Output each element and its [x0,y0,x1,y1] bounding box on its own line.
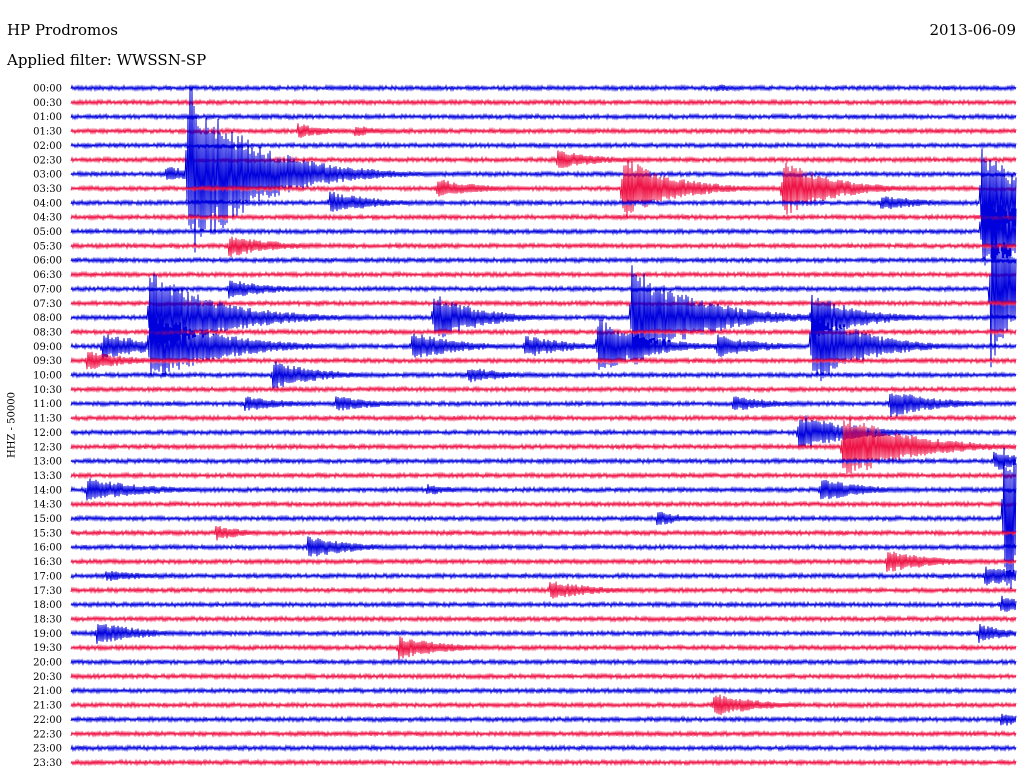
row-time-label: 07:30 [33,299,62,310]
trace-row [70,500,1017,509]
row-time-label: 04:00 [33,198,62,209]
row-time-label: 18:30 [33,614,62,625]
row-time-label: 08:00 [33,313,62,324]
trace-row [70,83,1017,93]
row-time-label: 05:00 [33,227,62,238]
row-time-label: 12:00 [33,428,62,439]
trace-row [70,418,1017,474]
trace-row [70,614,1017,624]
trace-row [70,223,1017,368]
trace-row [70,478,1017,501]
trace-row [70,525,1017,541]
trace-row [70,148,1017,259]
trace-row [70,302,1017,382]
row-time-label: 15:30 [33,528,62,539]
row-time-label: 03:00 [33,170,62,181]
row-time-label: 20:00 [33,658,62,669]
row-time-label: 18:00 [33,600,62,611]
trace-row [70,123,1017,138]
row-time-label: 00:00 [33,84,62,95]
row-time-label: 06:30 [33,270,62,281]
record-date: 2013-06-09 [929,21,1016,39]
row-time-label: 02:00 [33,141,62,152]
trace-row [70,713,1017,726]
row-time-label: 10:30 [33,385,62,396]
row-time-label: 01:00 [33,112,62,123]
station-title: HP Prodromos [7,21,118,39]
trace-row [70,413,1017,423]
row-time-label: 09:30 [33,356,62,367]
row-time-label: 07:00 [33,284,62,295]
row-time-label: 01:30 [33,127,62,138]
row-time-label: 02:30 [33,155,62,166]
trace-row [70,385,1017,394]
row-time-label: 00:30 [33,98,62,109]
trace-row [70,85,1017,253]
row-time-label: 19:30 [33,643,62,654]
trace-row [70,98,1017,107]
trace-row [70,758,1017,767]
trace-row [70,351,1017,370]
trace-row [70,566,1017,586]
row-time-label: 22:30 [33,729,62,740]
row-time-label: 11:00 [33,399,62,410]
row-time-label: 21:30 [33,701,62,712]
trace-row [70,158,1017,218]
row-labels: 00:00 00:30 01:00 01:30 02:00 02:30 03:00 03:30… [33,84,62,769]
trace-row [70,729,1017,738]
trace-row [70,256,1017,265]
row-time-label: 14:30 [33,500,62,511]
trace-row [70,447,1017,589]
row-time-label: 16:00 [33,543,62,554]
row-time-label: 04:30 [33,213,62,224]
trace-row [70,451,1017,470]
row-time-label: 14:00 [33,485,62,496]
filter-label: Applied filter: WWSSN-SP [7,51,207,69]
trace-row [70,112,1017,121]
trace-row [70,236,1017,257]
trace-row [70,636,1017,660]
seismic-traces [70,83,1017,767]
row-time-label: 03:30 [33,184,62,195]
row-time-label: 17:30 [33,586,62,597]
trace-row [70,686,1017,695]
row-time-label: 23:30 [33,758,62,769]
row-time-label: 21:00 [33,686,62,697]
row-time-label: 13:30 [33,471,62,482]
trace-row [70,581,1017,599]
trace-row [70,265,1017,365]
row-time-label: 23:00 [33,744,62,755]
trace-row [70,393,1017,417]
trace-row [70,623,1017,644]
trace-row [70,195,1017,266]
row-time-label: 20:30 [33,672,62,683]
row-time-label: 22:00 [33,715,62,726]
trace-row [70,536,1017,557]
trace-row [70,595,1017,612]
row-time-label: 06:00 [33,256,62,267]
row-time-label: 16:30 [33,557,62,568]
trace-row [70,471,1017,480]
trace-row [70,694,1017,716]
trace-row [70,299,1017,308]
trace-row [70,141,1017,150]
row-time-label: 11:30 [33,414,62,425]
trace-row [70,213,1017,222]
row-time-label: 08:30 [33,327,62,338]
row-time-label: 10:00 [33,371,62,382]
row-time-label: 09:00 [33,342,62,353]
row-time-label: 17:00 [33,571,62,582]
trace-row [70,270,1017,279]
trace-row [70,551,1017,572]
trace-row [70,672,1017,681]
row-time-label: 15:00 [33,514,62,525]
row-time-label: 12:30 [33,442,62,453]
trace-row [70,657,1017,667]
trace-row [70,361,1017,389]
row-time-label: 05:30 [33,241,62,252]
row-time-label: 13:00 [33,457,62,468]
trace-row [70,743,1017,753]
row-time-label: 19:00 [33,629,62,640]
